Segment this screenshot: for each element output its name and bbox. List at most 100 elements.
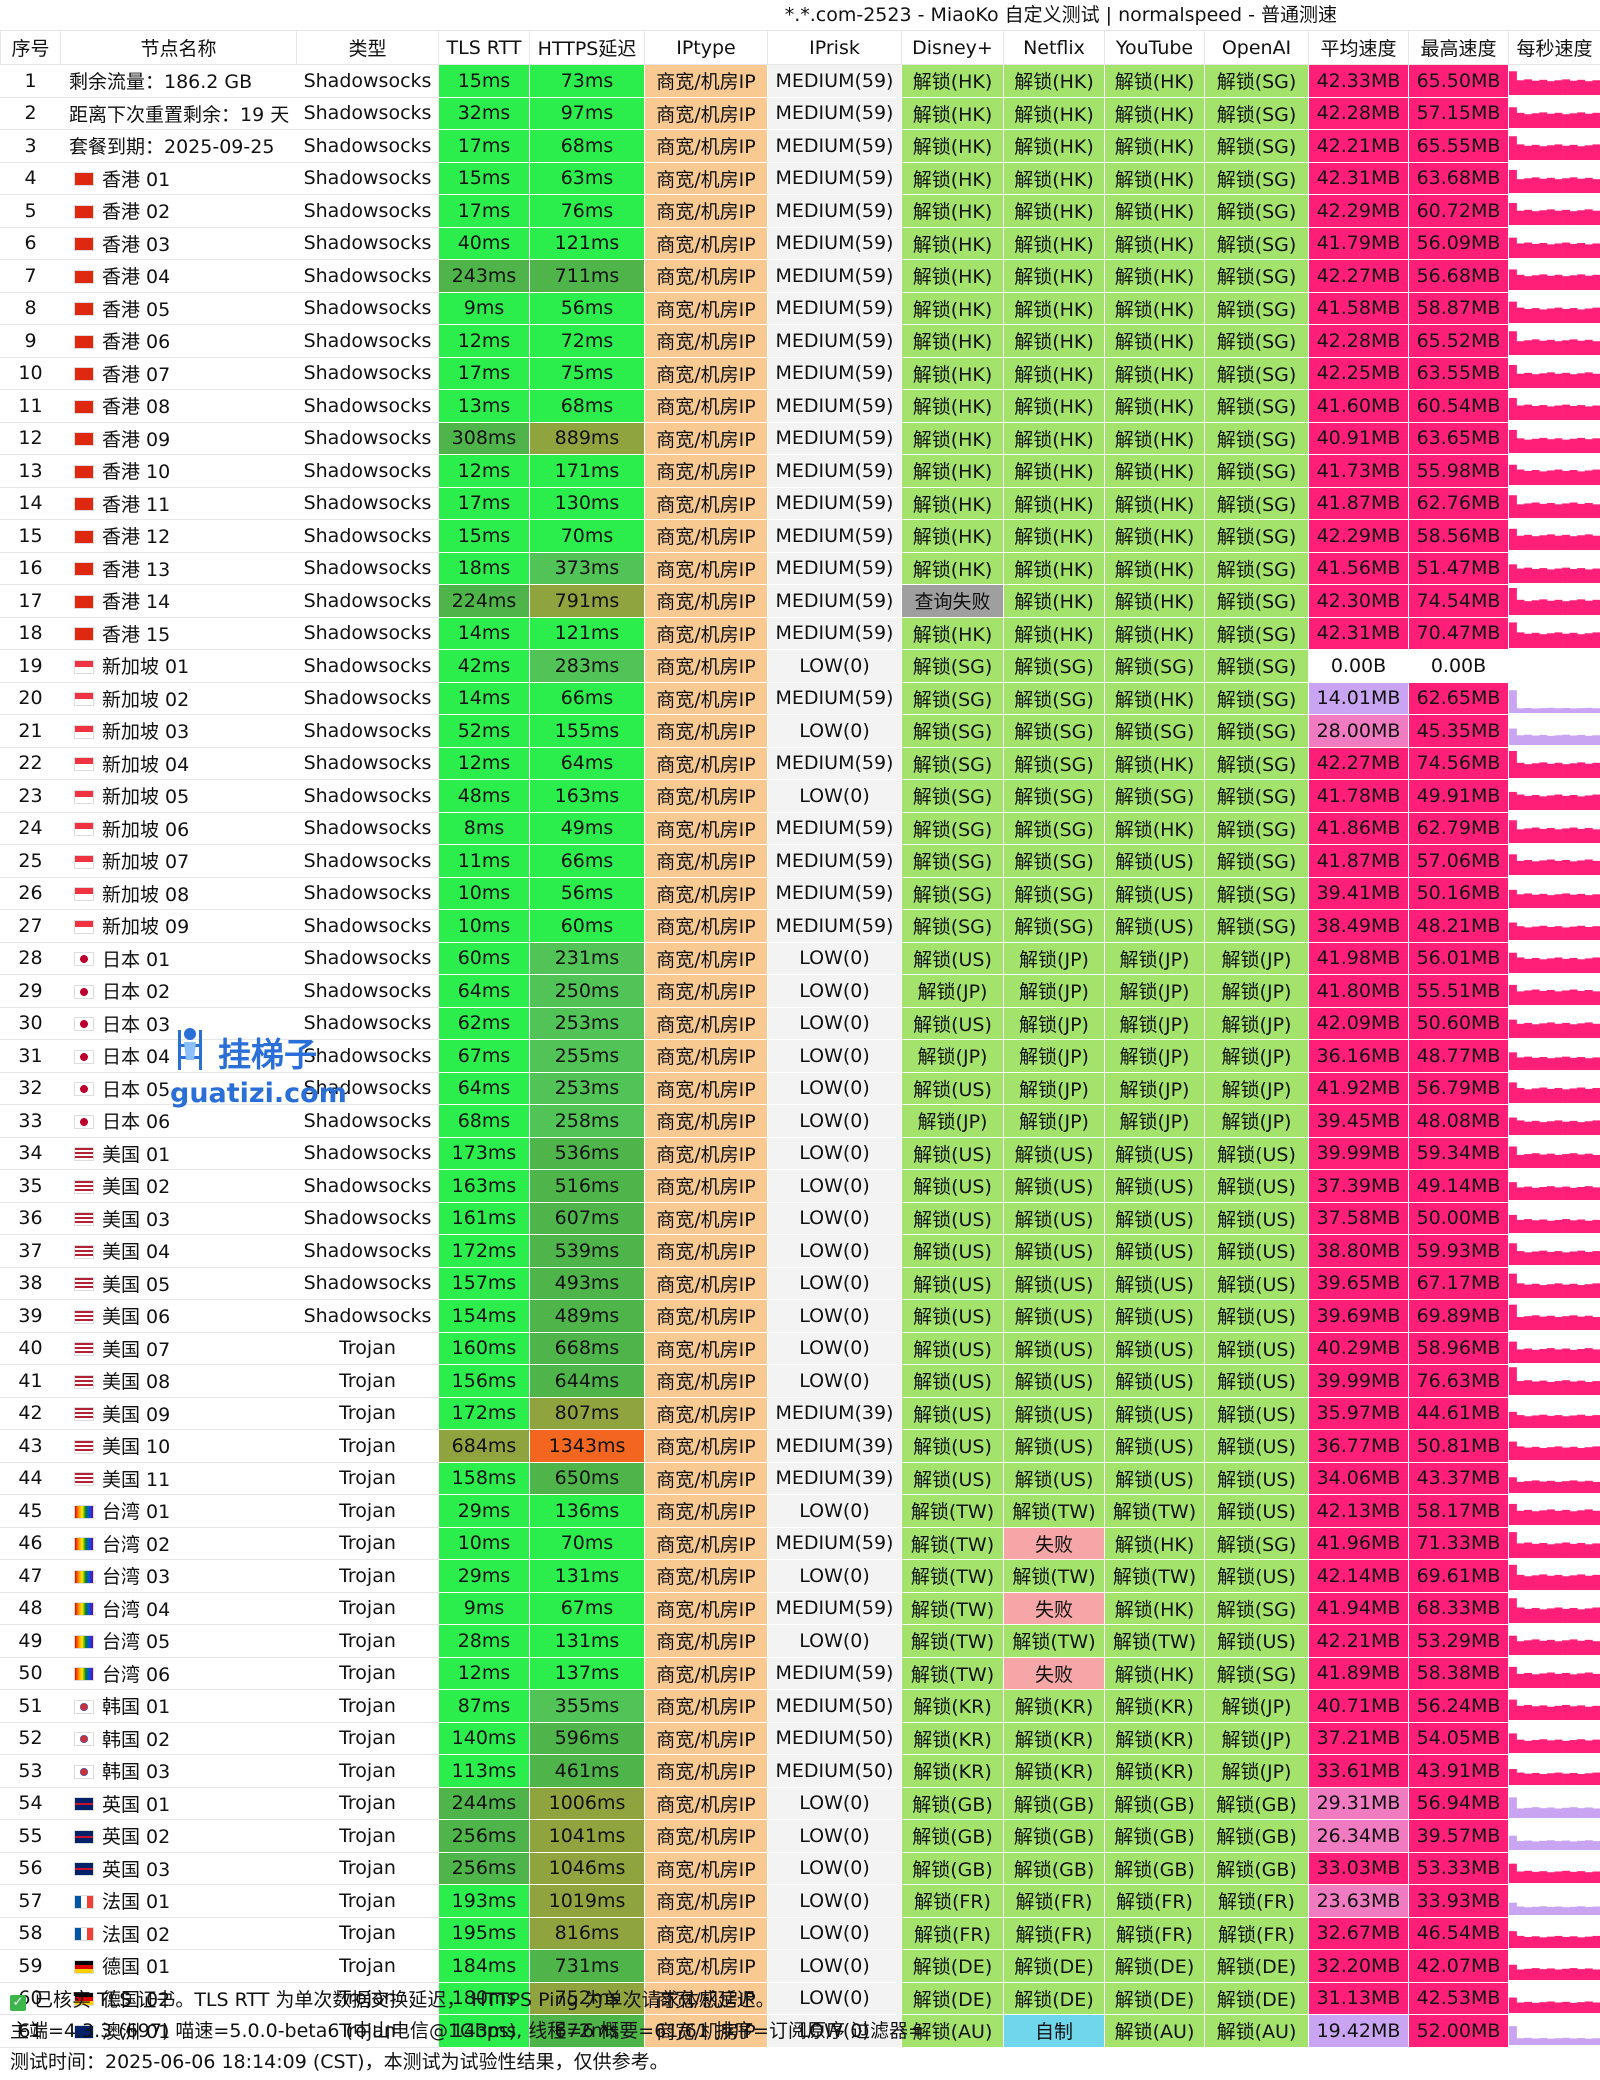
speed-bar xyxy=(1562,1510,1570,1526)
cell-avg-speed: 38.80MB xyxy=(1308,1234,1409,1268)
cell-netflix: 解锁(US) xyxy=(1003,1136,1105,1170)
cell-per-second-speed xyxy=(1508,1656,1600,1690)
speed-bar xyxy=(1569,1674,1578,1688)
speed-bar xyxy=(1554,600,1563,616)
speed-bar xyxy=(1562,471,1570,486)
cell-disney: 解锁(HK) xyxy=(901,421,1004,455)
speed-bar xyxy=(1516,735,1525,746)
cell-tls-rtt: 8ms xyxy=(438,811,530,845)
cell-netflix: 解锁(KR) xyxy=(1003,1721,1105,1755)
speed-sparkline xyxy=(1509,1243,1600,1266)
speed-bar xyxy=(1554,1283,1563,1298)
speed-bar xyxy=(1509,1146,1517,1168)
flag-hk-icon xyxy=(74,594,94,609)
speed-bar xyxy=(1524,276,1533,291)
node-name-text: 美国 05 xyxy=(102,1273,171,1296)
speed-bar xyxy=(1592,861,1600,876)
cell-iprisk: LOW(0) xyxy=(767,1169,902,1203)
flag-tw-icon xyxy=(74,1569,94,1584)
flag-sg-icon xyxy=(74,757,94,772)
cell-type: Shadowsocks xyxy=(296,1299,439,1333)
cell-netflix: 解锁(GB) xyxy=(1003,1851,1105,1885)
speed-bar xyxy=(1516,112,1525,128)
cell-index: 5 xyxy=(0,194,61,228)
cell-disney: 解锁(TW) xyxy=(901,1624,1004,1658)
speed-bar xyxy=(1577,1542,1586,1558)
speed-bar xyxy=(1516,794,1525,811)
node-name-text: 韩国 01 xyxy=(102,1696,171,1719)
cell-per-second-speed xyxy=(1508,324,1600,358)
cell-youtube: 解锁(US) xyxy=(1104,1364,1205,1398)
speed-bar xyxy=(1584,763,1593,778)
cell-max-speed: 56.94MB xyxy=(1408,1786,1509,1820)
cell-iprisk: MEDIUM(59) xyxy=(767,64,902,98)
flag-tw-icon xyxy=(74,1537,94,1552)
cell-per-second-speed xyxy=(1508,421,1600,455)
speed-bar xyxy=(1531,1871,1540,1883)
speed-bar xyxy=(1546,736,1555,746)
cell-https-latency: 121ms xyxy=(529,226,645,260)
speed-sparkline xyxy=(1509,1304,1600,1331)
cell-iprisk: LOW(0) xyxy=(767,1331,902,1365)
speed-bar xyxy=(1569,1088,1578,1103)
cell-tls-rtt: 62ms xyxy=(438,1006,530,1040)
speed-bar xyxy=(1584,736,1593,746)
speed-bar xyxy=(1584,990,1593,1006)
speed-bar xyxy=(1524,567,1533,583)
speed-bar xyxy=(1569,989,1578,1006)
speed-bar xyxy=(1509,1441,1517,1461)
speed-bar xyxy=(1562,146,1570,161)
cell-openai: 解锁(US) xyxy=(1204,1299,1309,1333)
speed-bar xyxy=(1546,795,1555,811)
speed-bar xyxy=(1562,1380,1570,1396)
speed-bar xyxy=(1516,178,1525,193)
cell-avg-speed: 41.87MB xyxy=(1308,486,1409,520)
speed-bar xyxy=(1592,926,1600,941)
cell-https-latency: 650ms xyxy=(529,1461,645,1495)
speed-bar xyxy=(1584,1121,1593,1136)
speed-bar xyxy=(1584,1283,1593,1298)
speed-bar xyxy=(1509,690,1517,713)
speed-bar xyxy=(1562,1218,1570,1233)
cell-https-latency: 231ms xyxy=(529,941,645,975)
speed-bar xyxy=(1539,2001,1548,2013)
speed-bar xyxy=(1509,269,1517,291)
cell-per-second-speed xyxy=(1508,1299,1600,1333)
speed-bar xyxy=(1584,795,1593,811)
speed-bar xyxy=(1584,372,1593,388)
speed-bar xyxy=(1524,439,1533,453)
speed-sparkline xyxy=(1509,750,1600,778)
cell-iprisk: MEDIUM(59) xyxy=(767,519,902,553)
speed-sparkline xyxy=(1509,2026,1600,2046)
cell-type: Shadowsocks xyxy=(296,941,439,975)
speed-bar xyxy=(1592,1481,1600,1493)
table-row: 55 英国 02 Trojan 256ms 1041ms 商宽/机房IP LOW(0) 解锁(… xyxy=(0,1819,1600,1853)
node-name-text: 香港 09 xyxy=(102,428,171,451)
cell-iptype: 商宽/机房IP xyxy=(644,1006,768,1040)
speed-bar xyxy=(1531,568,1540,583)
cell-max-speed: 76.63MB xyxy=(1408,1364,1509,1398)
flag-sg-icon xyxy=(74,887,94,902)
speed-bar xyxy=(1516,1381,1525,1396)
cell-avg-speed: 42.28MB xyxy=(1308,324,1409,358)
cell-max-speed: 56.68MB xyxy=(1408,259,1509,293)
cell-netflix: 解锁(SG) xyxy=(1003,844,1105,878)
cell-avg-speed: 41.60MB xyxy=(1308,389,1409,423)
table-row: 53 韩国 03 Trojan 113ms 461ms 商宽/机房IP MEDIUM(50)… xyxy=(0,1754,1600,1788)
speed-bar xyxy=(1562,633,1570,648)
speed-bar xyxy=(1554,762,1563,778)
speed-bar xyxy=(1509,1565,1517,1591)
cell-type: Trojan xyxy=(296,1396,439,1430)
table-row: 40 美国 07 Trojan 160ms 668ms 商宽/机房IP LOW(0) 解锁(U… xyxy=(0,1331,1600,1365)
speed-bar xyxy=(1554,1871,1563,1883)
cell-per-second-speed xyxy=(1508,1006,1600,1040)
speed-sparkline xyxy=(1509,1052,1600,1071)
speed-bar xyxy=(1584,1186,1593,1201)
speed-bar xyxy=(1509,1699,1517,1721)
flag-de-icon xyxy=(74,1959,94,1974)
flag-sg-icon xyxy=(74,919,94,934)
cell-iprisk: MEDIUM(59) xyxy=(767,161,902,195)
cell-type: Shadowsocks xyxy=(296,486,439,520)
cell-iprisk: MEDIUM(59) xyxy=(767,356,902,390)
cell-tls-rtt: 163ms xyxy=(438,1169,530,1203)
